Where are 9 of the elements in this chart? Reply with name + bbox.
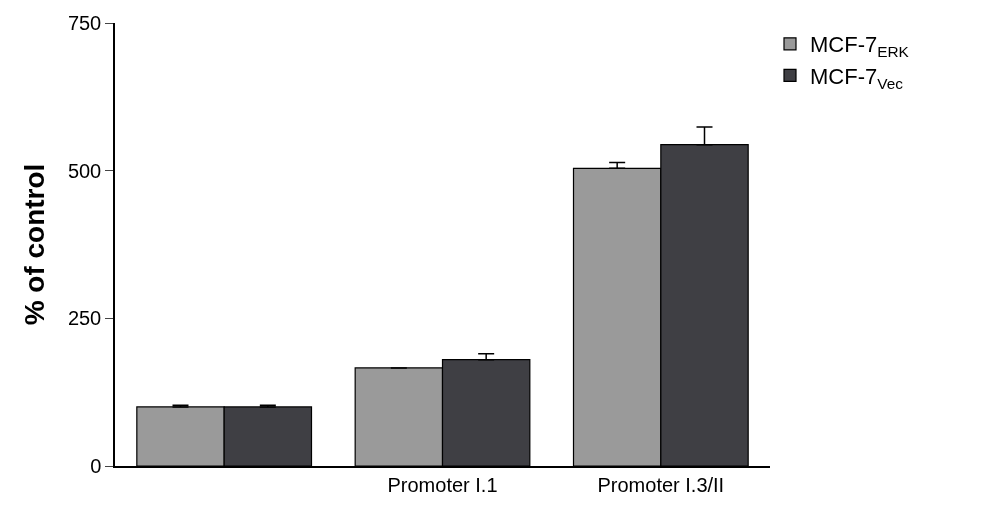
y-tick-label: 750 (67, 12, 102, 34)
y-axis-title: % of control (19, 163, 51, 326)
x-tick-label: Promoter I.3/II (597, 473, 725, 496)
y-tick-label: 500 (67, 159, 102, 182)
y-tick-label: 250 (67, 307, 102, 330)
y-tick-label: 0 (90, 455, 102, 477)
legend-label: MCF-7$_{ERK}$ (810, 32, 910, 60)
legend-label: MCF-7$_{Vec}$ (810, 63, 904, 92)
x-tick-label: Promoter I.1 (387, 473, 498, 496)
